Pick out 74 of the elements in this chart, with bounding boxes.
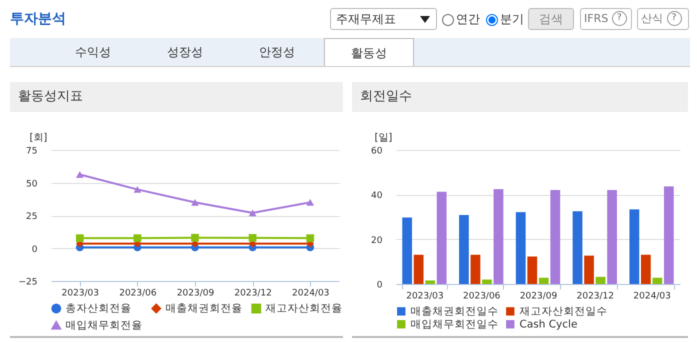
y-tick-label: 75 [26,146,38,156]
point [306,234,314,242]
text: 성장성 [166,44,204,61]
point [76,171,84,178]
y-tick-label: 0 [376,280,383,290]
bar [664,186,674,284]
text: 검색 [528,8,574,30]
legend-label: 매입채무회전율 [66,319,142,332]
bar [550,190,560,284]
y-tick-label: 20 [371,236,383,246]
x-tick-label: 2024/03 [292,288,330,298]
bar [607,190,617,284]
bar [572,211,582,284]
text: 안정성 [258,44,296,61]
legend-label: 총자산회전율 [66,302,132,315]
bar [584,256,594,284]
help-icon: ? [666,11,682,26]
point [191,199,199,206]
y-tick-label: 60 [371,146,383,156]
bar [425,280,436,284]
legend-label: Cash Cycle [520,318,578,330]
text: 투자분석 [10,10,66,28]
help-icon: ? [612,11,627,26]
legend-label: 매출채권회전일수 [410,305,498,318]
bar [436,192,447,284]
point [248,210,256,216]
x-tick-label: 2023/03 [62,288,99,298]
y-tick-label: 40 [371,191,383,202]
y-tick-label: 0 [32,244,38,255]
y-tick-label: 50 [26,179,38,190]
bar [402,217,412,284]
bar [640,254,651,284]
y-tick-label: −25 [18,278,38,288]
legend-label: 재고자산회전율 [266,302,342,315]
y-tick-label: 25 [26,212,38,222]
x-tick-label: 2023/12 [234,288,272,298]
bar [527,256,538,284]
text: 산식 [641,12,663,25]
text: 분기 [500,12,524,26]
text: 연간 [456,12,480,26]
y-axis-title: [회] [30,132,48,144]
text: 수익성 [74,44,112,61]
bar [596,276,606,284]
point [191,234,199,242]
point [134,234,142,242]
point [134,186,142,193]
legend-label: 매출채권회전율 [166,302,242,315]
bar [459,214,469,284]
bar [414,254,424,284]
y-axis-title: [일] [374,132,392,144]
text: IFRS [584,12,608,25]
bar [652,278,662,284]
legend-label: 재고자산회전일수 [520,305,608,318]
bar [494,189,504,284]
x-tick-label: 2023/12 [576,292,614,302]
text: 주재무제표 [330,8,437,30]
legend-label: 매입채무회전일수 [410,318,498,330]
chart-title: 활동성지표 [10,82,343,112]
bar [629,209,640,284]
x-tick-label: 2024/03 [633,292,671,302]
x-tick-label: 2023/06 [119,288,157,298]
text: 활동성 [324,38,414,66]
point [248,234,256,242]
bar [470,254,480,284]
bar [482,280,492,284]
x-tick-label: 2023/09 [176,288,214,298]
chart-title: 회전일수 [352,82,688,112]
point [76,234,84,242]
bar [538,278,549,284]
point [306,199,314,206]
x-tick-label: 2023/09 [520,292,558,302]
x-tick-label: 2023/06 [463,292,501,302]
x-tick-label: 2023/03 [406,292,444,302]
bar [516,212,526,284]
